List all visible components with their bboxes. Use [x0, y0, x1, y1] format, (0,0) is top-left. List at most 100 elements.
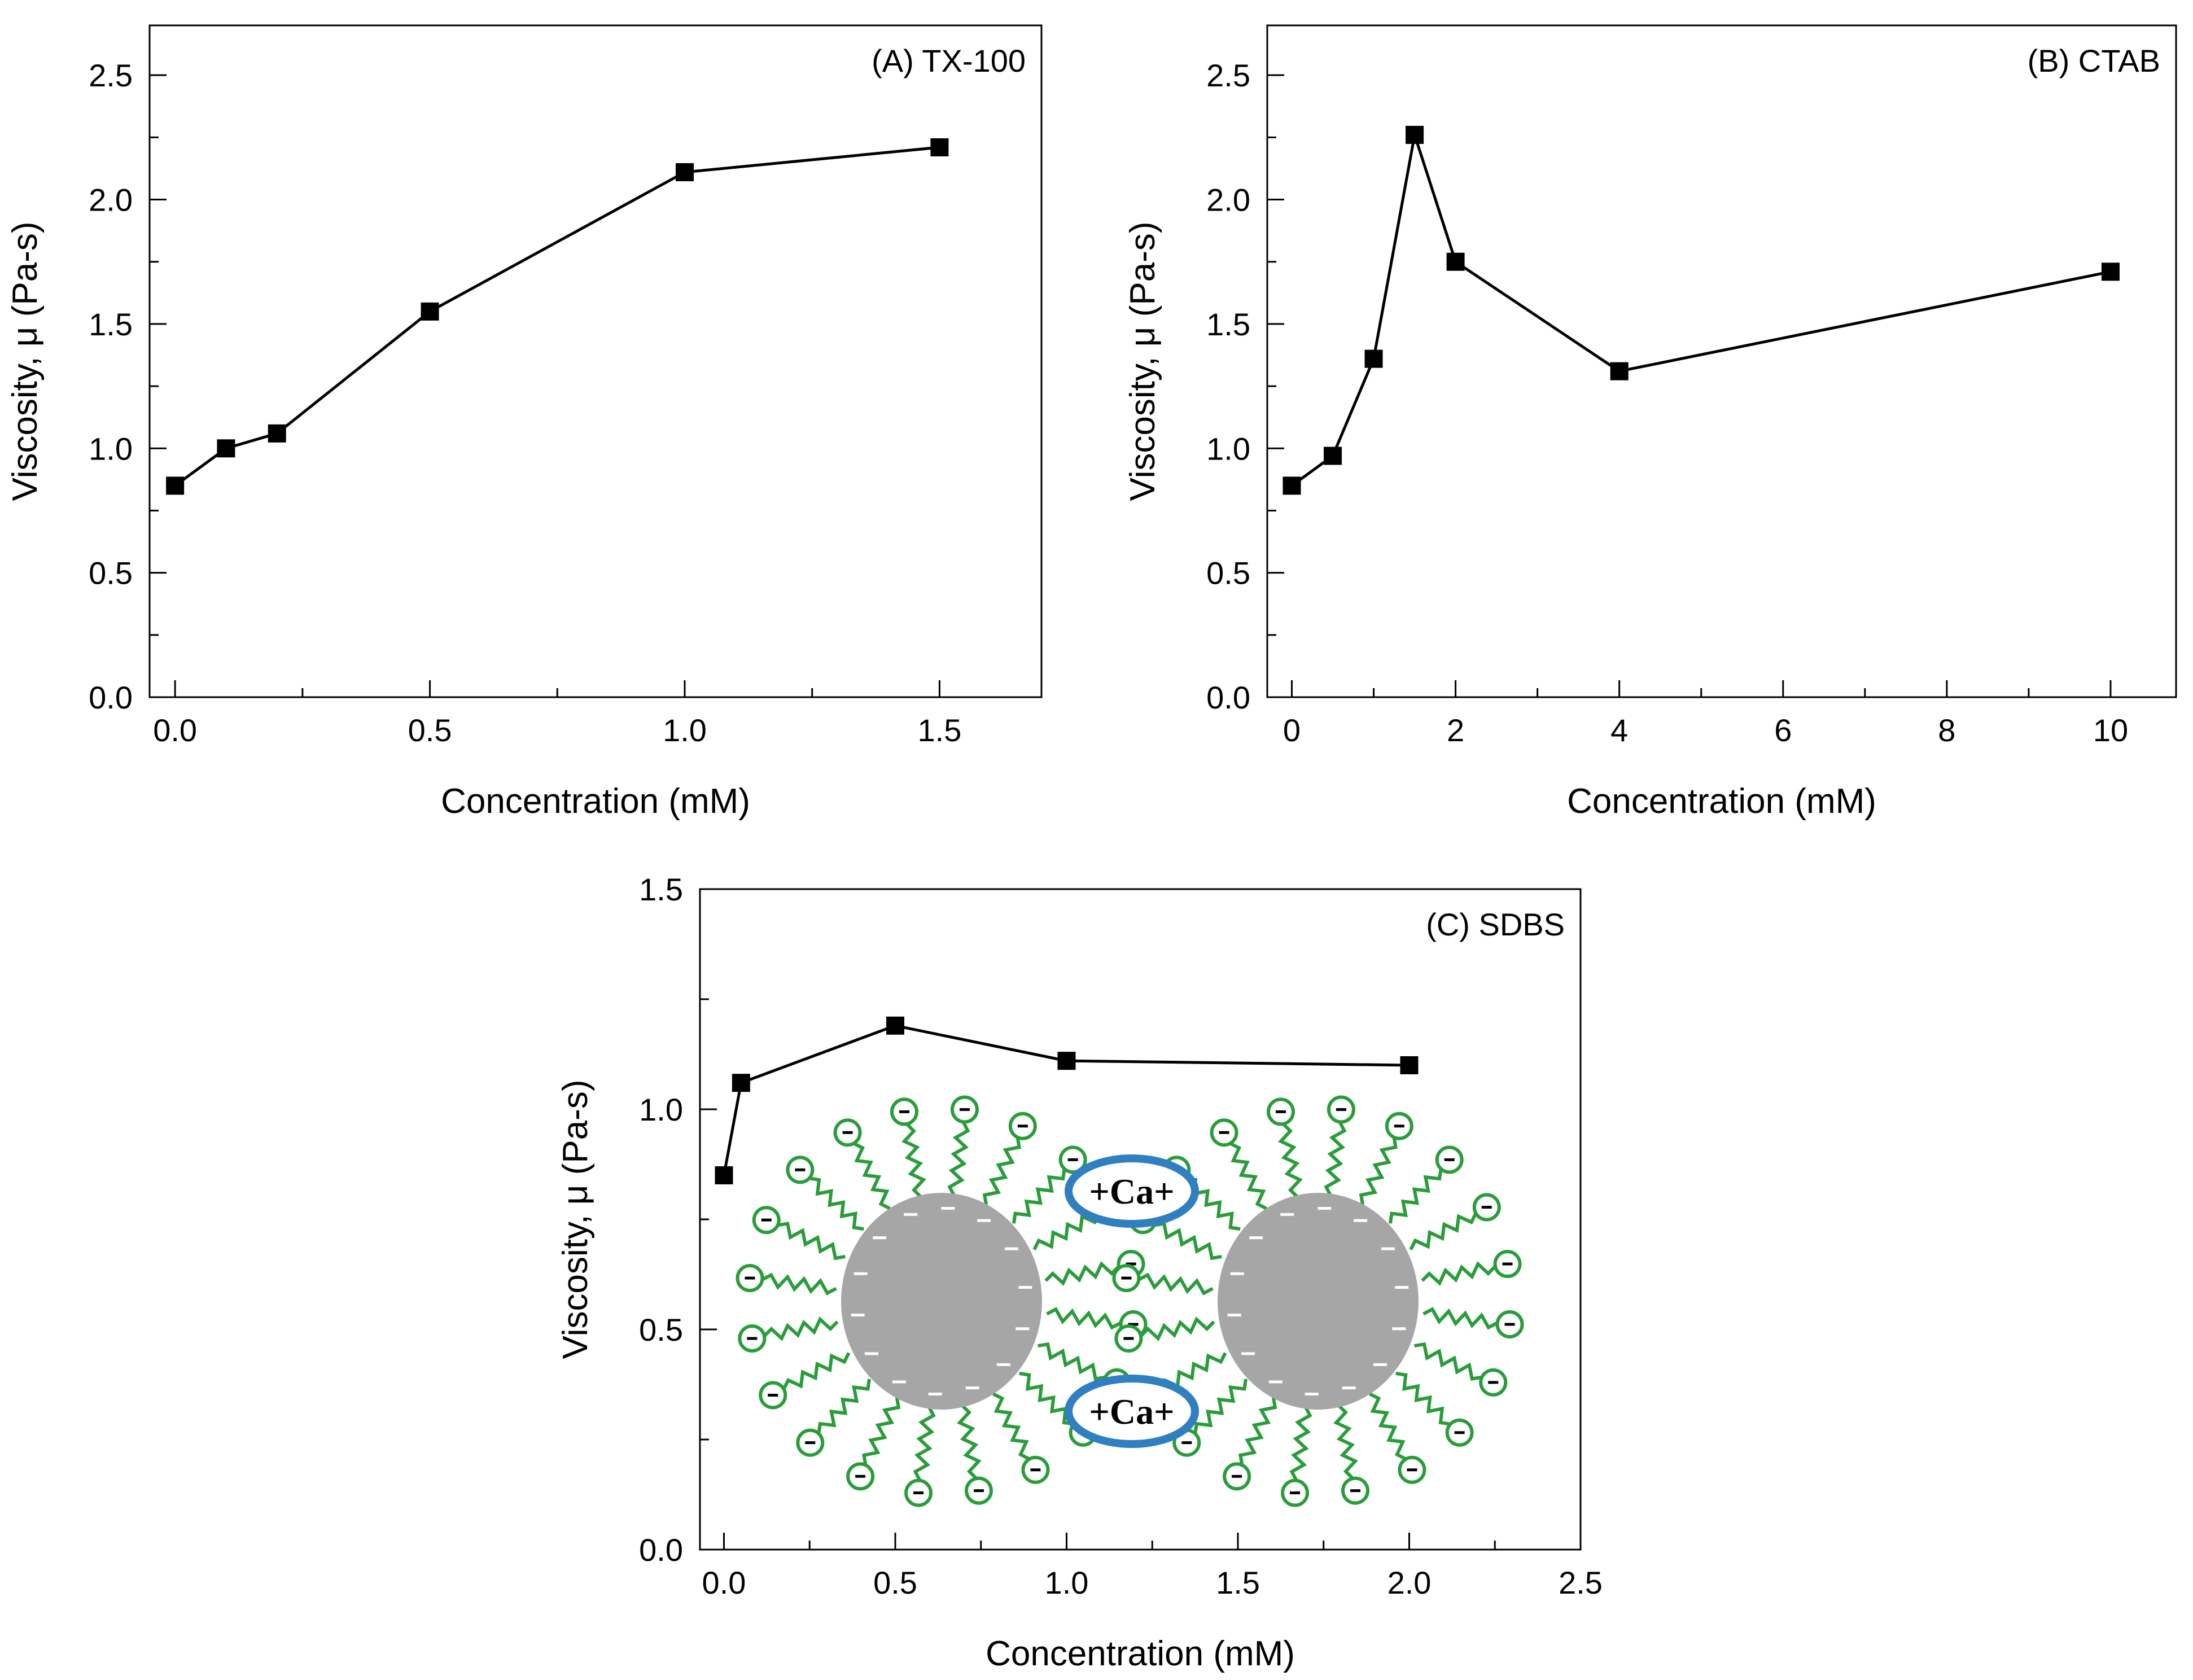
y-tick-label: 1.5 [639, 872, 683, 907]
calcium-ion: +Ca+ [1065, 1154, 1199, 1228]
y-tick-label: 0.5 [1206, 555, 1250, 591]
surfactant-tail [1414, 1342, 1482, 1381]
x-tick-label: 1.5 [917, 712, 961, 748]
x-tick-label: 1.0 [663, 712, 707, 748]
surfactant-tail [913, 1406, 936, 1482]
panel-label: (C) SDBS [1426, 907, 1565, 942]
surfactant-tail [947, 1121, 970, 1197]
x-tick-label: 8 [1938, 712, 1955, 748]
x-axis-title: Concentration (mM) [986, 1634, 1295, 1673]
surfactant-tail [1137, 1272, 1214, 1296]
x-tick-label: 2.5 [1559, 1565, 1603, 1600]
ion-ring [1065, 1375, 1199, 1448]
surfactant-tail [982, 1137, 1021, 1205]
surfactant-tail [1154, 1222, 1222, 1261]
surfactant-tail [957, 1404, 982, 1480]
calcium-ion: +Ca+ [1065, 1375, 1199, 1448]
data-point [1446, 252, 1465, 271]
surfactant-tail [782, 1352, 851, 1390]
surfactant-tail [817, 1379, 872, 1434]
chart-panel-0: 0.0 0.5 1.0 1.5 0.0 0.5 1.0 1.5 2.0 2.5 Concentrat… [6, 24, 1043, 821]
y-tick-label: 1.0 [639, 1092, 683, 1127]
micelle [1112, 1095, 1524, 1507]
micelle-core [841, 1193, 1042, 1410]
surfactant-tail [1369, 1392, 1407, 1461]
micelle [736, 1095, 1148, 1507]
panel-label: (A) TX-100 [872, 43, 1026, 78]
y-tick-label: 1.0 [1206, 431, 1250, 466]
data-point [421, 302, 439, 321]
y-tick-label: 1.5 [89, 307, 133, 342]
data-point [268, 424, 286, 443]
y-tick-label: 0.5 [89, 555, 133, 591]
data-point [1324, 447, 1342, 465]
data-point [1364, 349, 1383, 368]
surfactant-tail [1388, 1169, 1443, 1224]
surfactant-tail [901, 1122, 926, 1198]
plot-frame [148, 24, 1043, 698]
x-tick-label: 0 [1283, 712, 1301, 748]
data-point [715, 1166, 733, 1184]
y-tick-label: 0.0 [89, 680, 133, 715]
series-line [1291, 134, 2111, 487]
data-point [1610, 362, 1629, 380]
surfactant-tail [852, 1141, 891, 1210]
x-tick-label: 0.0 [153, 712, 197, 748]
x-tick-label: 0.5 [873, 1565, 917, 1600]
y-tick-label: 0.0 [639, 1532, 683, 1568]
x-tick-label: 0.5 [408, 712, 452, 748]
x-axis-title: Concentration (mM) [1567, 782, 1876, 821]
data-point [166, 476, 185, 495]
surfactant-tail [1395, 1371, 1451, 1426]
x-tick-label: 10 [2093, 712, 2128, 748]
surfactant-tail [1324, 1121, 1347, 1197]
surfactant-tail [1012, 1169, 1066, 1224]
plot-frame [1266, 24, 2177, 698]
ion-ring [1065, 1154, 1199, 1228]
x-tick-label: 2 [1447, 712, 1464, 748]
surfactant-tail [862, 1397, 901, 1465]
ion-label: +Ca+ [1089, 1392, 1174, 1432]
data-point [732, 1074, 750, 1092]
surfactant-tail [1038, 1342, 1106, 1381]
panel-label: (B) CTAB [2028, 43, 2160, 78]
surfactant-tail [809, 1176, 864, 1231]
y-tick-label: 2.5 [89, 58, 133, 93]
surfactant-tail [1229, 1141, 1267, 1210]
series-line [174, 146, 940, 487]
surfactant-tail [1019, 1371, 1074, 1426]
surfactant-tail [1044, 1261, 1120, 1286]
x-axis-title: Concentration (mM) [441, 782, 750, 821]
surfactant-tail [1289, 1406, 1312, 1482]
data-point [886, 1016, 904, 1035]
y-tick-label: 2.0 [89, 182, 133, 218]
x-tick-label: 1.5 [1216, 1565, 1260, 1600]
y-axis-title: Viscosity, μ (Pa-s) [1123, 221, 1162, 501]
surfactant-tail [1409, 1212, 1478, 1250]
y-tick-label: 0.0 [1206, 680, 1250, 715]
y-tick-label: 0.5 [639, 1312, 683, 1348]
surfactant-tail [1139, 1316, 1215, 1341]
data-point [1406, 125, 1424, 144]
surfactant-tail [1278, 1122, 1303, 1198]
x-tick-label: 0.0 [702, 1565, 746, 1600]
surfactant-tail [1421, 1261, 1497, 1286]
surfactant-tail [777, 1222, 846, 1261]
chart-panel-1: 0 2 4 6 8 10 0.0 0.5 1.0 1.5 2.0 2.5 Concentration (… [1123, 24, 2177, 821]
x-tick-label: 2.0 [1387, 1565, 1432, 1600]
data-point [2101, 262, 2120, 281]
y-axis-title: Viscosity, μ (Pa-s) [556, 1079, 595, 1359]
data-point [1057, 1052, 1076, 1070]
surfactant-tail [1422, 1307, 1499, 1330]
y-tick-label: 1.5 [1206, 307, 1250, 342]
surfactant-tail [761, 1272, 837, 1296]
ion-label: +Ca+ [1089, 1171, 1174, 1211]
data-point [1400, 1056, 1419, 1074]
y-axis-title: Viscosity, μ (Pa-s) [6, 221, 45, 501]
chart-panel-2: 0.0 0.5 1.0 1.5 2.0 2.5 0.0 0.5 1.0 1.5 Concentrat… [556, 872, 1603, 1673]
x-tick-label: 6 [1774, 712, 1792, 748]
data-point [930, 138, 949, 156]
surfactant-tail [1238, 1397, 1277, 1465]
